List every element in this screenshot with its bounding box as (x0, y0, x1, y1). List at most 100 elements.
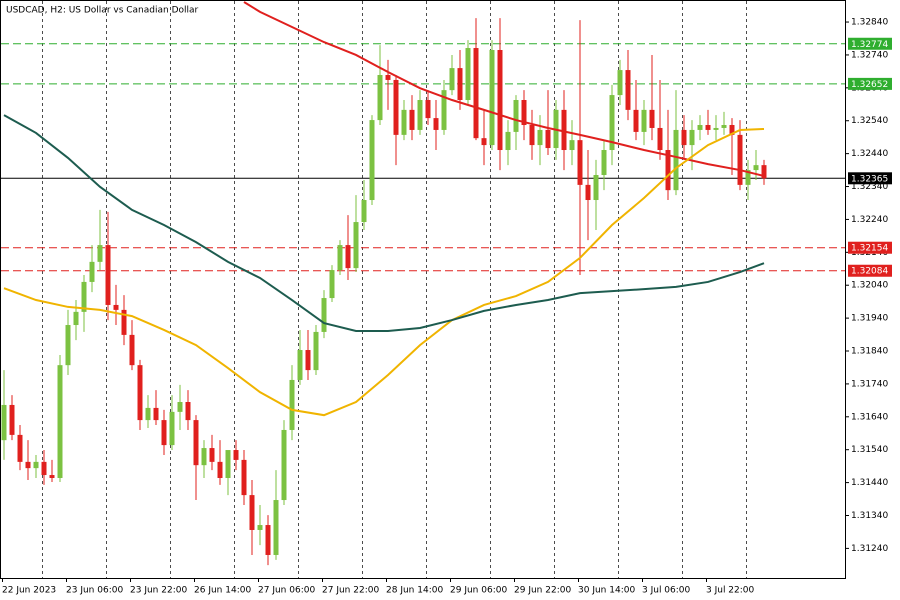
moving-average (3, 127, 765, 417)
y-tick-label: 1.31340 (851, 511, 888, 521)
x-tick-label: 28 Jun 14:00 (386, 586, 443, 596)
candle-body (761, 165, 767, 179)
candle-body (713, 127, 719, 130)
candle-body (409, 109, 415, 130)
candle-body (425, 100, 431, 119)
y-tick-label: 1.31840 (851, 347, 888, 357)
candle-body (89, 261, 95, 282)
candle-body (673, 129, 679, 191)
x-tick-label: 29 Jun 22:00 (514, 586, 571, 596)
moving-average (3, 114, 765, 332)
candle-body (17, 434, 23, 462)
candle-body (353, 222, 359, 269)
candle-body (681, 129, 687, 146)
candle-body (729, 125, 735, 135)
candle-body (721, 125, 727, 128)
x-tick-label: 23 Jun 22:00 (130, 586, 187, 596)
x-tick-label: 3 Jul 22:00 (706, 586, 755, 596)
candle-body (1, 404, 7, 441)
candle-body (593, 175, 599, 201)
candle-body (473, 48, 479, 139)
candle-body (41, 461, 47, 476)
candle-body (9, 404, 15, 435)
candle-body (537, 129, 543, 146)
candle-body (161, 420, 167, 446)
candle-body (617, 70, 623, 96)
candle-body (657, 127, 663, 151)
level-price-label: 1.32652 (851, 80, 888, 90)
level-price-box (848, 77, 892, 90)
candle-body (241, 459, 247, 496)
candle-body (281, 429, 287, 501)
candle-body (505, 131, 511, 151)
candle-body (641, 109, 647, 132)
candle-body (545, 129, 551, 149)
candle-body (521, 100, 527, 126)
candle-body (481, 138, 487, 146)
candle-body (137, 365, 143, 421)
candle-body (337, 245, 343, 271)
y-tick-label: 1.31640 (851, 412, 888, 422)
candle-body (497, 50, 503, 151)
candle-body (129, 334, 135, 366)
y-tick-label: 1.31240 (851, 544, 888, 554)
level-price-box (848, 37, 892, 50)
candle-body (105, 245, 111, 305)
candle-body (633, 109, 639, 132)
candle-body (697, 125, 703, 130)
level-price-box (848, 241, 892, 254)
candle-body (377, 75, 383, 121)
candle-body (73, 311, 79, 326)
candle-body (561, 109, 567, 151)
candle-body (193, 420, 199, 466)
candle-body (217, 461, 223, 478)
candle-body (145, 407, 151, 421)
y-tick-label: 1.32740 (851, 50, 888, 60)
candle-body (169, 411, 175, 446)
candle-body (705, 125, 711, 130)
candle-body (465, 48, 471, 101)
candle-body (361, 200, 367, 223)
x-tick-label: 26 Jun 14:00 (194, 586, 251, 596)
x-tick-label: 3 Jul 06:00 (642, 586, 691, 596)
candle-body (265, 525, 271, 555)
chart-title: USDCAD, H2: US Dollar vs Canadian Dollar (6, 6, 199, 16)
candle-body (153, 407, 159, 421)
y-tick-label: 1.31540 (851, 445, 888, 455)
candle-body (81, 281, 87, 312)
level-price-label: 1.32154 (851, 244, 888, 254)
candle-body (665, 150, 671, 191)
y-tick-label: 1.32440 (851, 149, 888, 159)
candle-body (649, 109, 655, 128)
candle-body (529, 125, 535, 146)
candle-body (577, 140, 583, 185)
y-tick-label: 1.32240 (851, 215, 888, 225)
y-tick-label: 1.32840 (851, 18, 888, 28)
candle-body (249, 495, 255, 530)
candle-body (209, 448, 215, 462)
candle-body (97, 245, 103, 262)
candle-body (329, 270, 335, 299)
level-price-box (848, 264, 892, 277)
x-tick-label: 27 Jun 06:00 (258, 586, 315, 596)
y-tick-label: 1.32540 (851, 116, 888, 126)
candle-body (569, 140, 575, 151)
candle-body (401, 109, 407, 135)
candle-body (121, 309, 127, 335)
candle-body (273, 500, 279, 555)
candle-body (177, 402, 183, 412)
candle-body (25, 461, 31, 469)
candle-body (457, 68, 463, 101)
y-tick-label: 1.31440 (851, 478, 888, 488)
candle-body (257, 525, 263, 530)
candle-body (625, 70, 631, 110)
candle-body (65, 325, 71, 366)
x-tick-label: 30 Jun 14:00 (578, 586, 635, 596)
level-price-box (848, 172, 892, 185)
level-price-label: 1.32084 (851, 267, 888, 277)
candle-body (609, 95, 615, 151)
candle-body (113, 304, 119, 310)
candle-body (289, 379, 295, 430)
